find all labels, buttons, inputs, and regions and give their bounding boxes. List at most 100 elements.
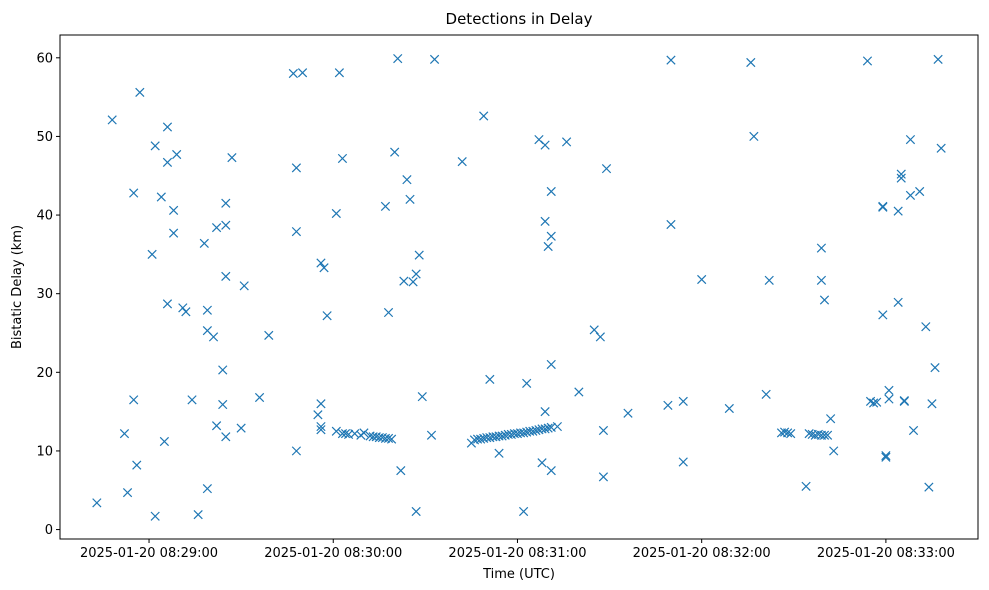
y-tick-label: 50	[36, 130, 53, 145]
data-point-marker	[531, 425, 541, 436]
data-point-marker	[574, 387, 584, 397]
data-point-marker	[386, 434, 397, 444]
data-point-marker	[172, 149, 182, 160]
data-point-marker	[150, 141, 160, 151]
data-point-marker	[546, 231, 556, 241]
data-point-marker	[546, 359, 556, 370]
data-point-marker	[119, 429, 130, 439]
data-point-marker	[383, 307, 394, 318]
data-point-marker	[162, 122, 173, 132]
data-point-marker	[872, 397, 882, 407]
data-point-marker	[783, 428, 793, 438]
data-point-marker	[316, 425, 326, 435]
data-point-marker	[927, 399, 937, 409]
data-point-marker	[543, 423, 553, 433]
scatter-markers	[92, 53, 946, 521]
data-point-marker	[150, 511, 160, 521]
data-point-marker	[129, 188, 139, 198]
data-point-marker	[316, 421, 326, 432]
data-point-marker	[905, 134, 916, 145]
data-point-marker	[485, 374, 495, 385]
data-point-marker	[786, 429, 796, 439]
data-point-marker	[601, 164, 612, 174]
data-point-marker	[135, 87, 145, 98]
data-point-marker	[334, 68, 345, 78]
y-axis: 0 10 20 30 40 50 60	[36, 51, 60, 538]
data-point-marker	[211, 223, 222, 233]
data-point-marker	[546, 186, 556, 197]
data-point-marker	[678, 396, 688, 407]
data-point-marker	[221, 271, 231, 282]
data-point-marker	[924, 482, 934, 492]
data-point-marker	[291, 226, 302, 237]
data-point-marker	[915, 186, 925, 197]
y-tick-label: 20	[36, 366, 53, 381]
data-point-marker	[393, 53, 403, 64]
data-point-marker	[331, 208, 341, 219]
data-point-marker	[297, 68, 308, 78]
data-point-marker	[598, 425, 609, 436]
data-point-marker	[187, 395, 197, 405]
data-point-marker	[522, 378, 532, 388]
data-point-marker	[288, 68, 298, 79]
data-point-marker	[933, 54, 943, 64]
data-point-marker	[896, 173, 906, 183]
data-point-marker	[666, 219, 676, 230]
x-tick-label: 2025-01-20 08:30:00	[264, 546, 402, 561]
data-point-marker	[350, 429, 360, 439]
data-point-marker	[595, 332, 605, 342]
data-point-marker	[826, 414, 836, 424]
data-point-marker	[494, 448, 504, 458]
data-point-marker	[899, 396, 909, 407]
data-point-marker	[316, 399, 326, 409]
data-point-marker	[552, 421, 563, 432]
data-point-marker	[429, 54, 440, 64]
data-point-marker	[264, 330, 274, 340]
data-point-marker	[921, 322, 931, 332]
data-point-marker	[181, 307, 191, 317]
data-point-marker	[804, 429, 814, 439]
data-point-marker	[561, 137, 572, 147]
data-point-marker	[227, 153, 237, 163]
data-point-marker	[211, 421, 222, 431]
data-point-marker	[893, 297, 903, 307]
data-point-marker	[819, 430, 830, 440]
x-tick-label: 2025-01-20 08:32:00	[633, 546, 771, 561]
data-point-marker	[337, 153, 348, 164]
data-point-marker	[199, 238, 209, 248]
data-point-marker	[761, 389, 771, 399]
data-point-marker	[540, 216, 550, 226]
data-point-marker	[239, 281, 249, 291]
x-axis: 2025-01-20 08:29:00 2025-01-20 08:30:00 20…	[80, 539, 955, 561]
data-point-marker	[390, 147, 400, 157]
data-point-marker	[396, 465, 406, 476]
data-point-marker	[162, 299, 173, 309]
y-tick-label: 0	[45, 523, 53, 538]
data-point-marker	[896, 169, 906, 179]
data-point-marker	[475, 434, 486, 444]
data-point-marker	[221, 432, 231, 442]
data-point-marker	[528, 426, 538, 436]
data-point-marker	[546, 465, 556, 476]
data-point-marker	[589, 325, 599, 335]
data-point-marker	[497, 431, 507, 441]
data-point-marker	[457, 156, 467, 167]
data-point-marker	[159, 436, 170, 447]
data-point-marker	[221, 220, 231, 230]
data-point-marker	[878, 310, 888, 320]
data-point-marker	[816, 243, 827, 253]
data-point-marker	[764, 275, 774, 285]
data-point-marker	[540, 406, 550, 417]
data-point-marker	[322, 311, 332, 321]
x-tick-label: 2025-01-20 08:31:00	[448, 546, 586, 561]
data-point-marker	[411, 506, 421, 517]
data-point-marker	[426, 430, 437, 440]
data-point-marker	[316, 258, 326, 268]
data-point-marker	[399, 276, 409, 286]
data-point-marker	[218, 365, 228, 375]
data-point-marker	[479, 111, 489, 121]
data-point-marker	[92, 498, 102, 508]
data-point-marker	[749, 131, 759, 142]
x-axis-label: Time (UTC)	[482, 567, 555, 582]
y-axis-label: Bistatic Delay (km)	[10, 225, 25, 349]
